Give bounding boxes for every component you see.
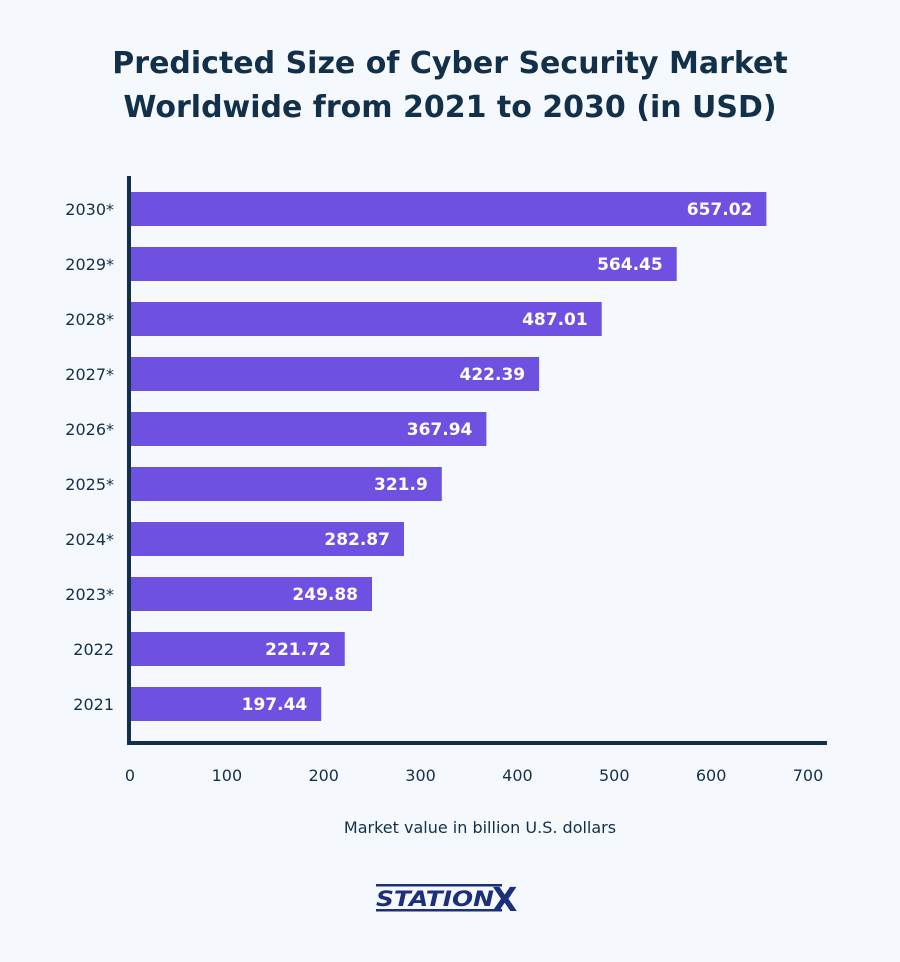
bar [130,467,442,501]
x-tick-label: 200 [308,766,339,785]
x-tick-label: 100 [212,766,243,785]
y-tick-label: 2029* [65,255,114,274]
bar [130,522,404,556]
stationx-logo: STATION X [376,882,517,914]
y-tick-label: 2025* [65,475,114,494]
data-label: 321.9 [374,475,428,495]
y-tick-label: 2030* [65,200,114,219]
y-tick-label: 2024* [65,530,114,549]
data-label: 487.01 [522,310,588,330]
y-axis-line [127,176,131,745]
data-label: 367.94 [407,420,473,440]
bar [130,247,677,281]
data-label: 221.72 [265,640,331,660]
bar [130,412,487,446]
chart-title: Predicted Size of Cyber Security Market W… [112,46,788,125]
bar [130,192,767,226]
y-tick-label: 2026* [65,420,114,439]
x-tick-label: 500 [599,766,630,785]
y-tick-label: 2023* [65,585,114,604]
bar [130,302,602,336]
y-tick-label: 2028* [65,310,114,329]
svg-text:X: X [492,882,517,914]
x-axis-label: Market value in billion U.S. dollars [343,818,617,837]
y-tick-label: 2022 [73,640,114,659]
data-label: 282.87 [324,530,390,550]
data-label: 657.02 [687,200,753,220]
x-tick-label: 0 [125,766,135,785]
bar [130,632,345,666]
x-tick-label: 300 [405,766,436,785]
data-label: 197.44 [242,695,308,715]
x-tick-label: 400 [502,766,533,785]
x-tick-label: 700 [793,766,824,785]
x-tick-label: 600 [696,766,727,785]
bar [130,577,373,611]
data-label: 249.88 [292,585,358,605]
data-label: 564.45 [597,255,663,275]
bar [130,357,540,391]
svg-text:STATION: STATION [376,887,494,911]
data-label: 422.39 [460,365,526,385]
y-tick-label: 2027* [65,365,114,384]
x-axis-line [127,741,827,745]
y-tick-label: 2021 [73,695,114,714]
bar [130,687,322,721]
